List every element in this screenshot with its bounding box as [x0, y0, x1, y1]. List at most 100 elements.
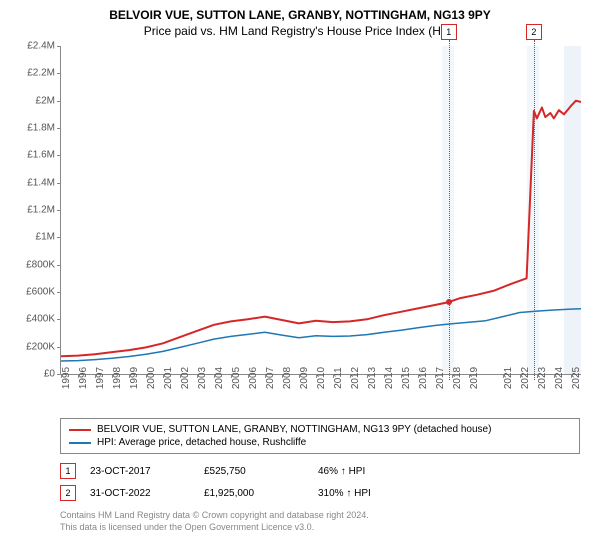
x-tick: [248, 374, 249, 378]
series-line-hpi: [61, 309, 581, 361]
x-tick: [163, 374, 164, 378]
x-tick: [435, 374, 436, 378]
y-tick: [57, 237, 61, 238]
transaction-date: 31-OCT-2022: [90, 488, 190, 499]
x-axis-label: 2015: [401, 367, 412, 389]
x-tick: [350, 374, 351, 378]
x-tick: [95, 374, 96, 378]
x-axis-label: 2010: [316, 367, 327, 389]
event-marker: 1: [441, 24, 457, 40]
y-axis-label: £200K: [9, 341, 55, 352]
x-axis-label: 2003: [197, 367, 208, 389]
x-tick: [231, 374, 232, 378]
attribution-line: Contains HM Land Registry data © Crown c…: [60, 510, 580, 522]
y-tick: [57, 101, 61, 102]
x-tick: [401, 374, 402, 378]
transaction-pct: 46% ↑ HPI: [318, 466, 418, 477]
x-axis-label: 2012: [350, 367, 361, 389]
chart-title-line1: BELVOIR VUE, SUTTON LANE, GRANBY, NOTTIN…: [0, 0, 600, 22]
legend-item: HPI: Average price, detached house, Rush…: [69, 436, 571, 449]
transactions-table: 1 23-OCT-2017 £525,750 46% ↑ HPI 2 31-OC…: [60, 460, 580, 504]
x-axis-label: 2001: [163, 367, 174, 389]
x-axis-label: 2004: [214, 367, 225, 389]
x-tick: [316, 374, 317, 378]
y-axis-label: £0: [9, 369, 55, 380]
legend-box: BELVOIR VUE, SUTTON LANE, GRANBY, NOTTIN…: [60, 418, 580, 454]
x-tick: [129, 374, 130, 378]
x-axis-label: 2022: [520, 367, 531, 389]
data-point: [446, 299, 452, 305]
x-axis-label: 2025: [571, 367, 582, 389]
x-tick: [554, 374, 555, 378]
attribution-line: This data is licensed under the Open Gov…: [60, 522, 580, 534]
y-axis-label: £1M: [9, 232, 55, 243]
y-axis-label: £800K: [9, 259, 55, 270]
plot-area: £0£200K£400K£600K£800K£1M£1.2M£1.4M£1.6M…: [60, 46, 581, 375]
x-axis-label: 2013: [367, 367, 378, 389]
y-tick: [57, 73, 61, 74]
line-canvas: [61, 46, 581, 374]
x-axis-label: 2018: [452, 367, 463, 389]
attribution: Contains HM Land Registry data © Crown c…: [60, 510, 580, 533]
x-tick: [61, 374, 62, 378]
x-axis-label: 2024: [554, 367, 565, 389]
y-axis-label: £400K: [9, 314, 55, 325]
y-tick: [57, 347, 61, 348]
chart-container: BELVOIR VUE, SUTTON LANE, GRANBY, NOTTIN…: [0, 0, 600, 560]
legend-swatch: [69, 442, 91, 444]
x-axis-label: 2017: [435, 367, 446, 389]
x-axis-label: 2021: [503, 367, 514, 389]
chart-title-line2: Price paid vs. HM Land Registry's House …: [0, 22, 600, 38]
y-axis-label: £1.8M: [9, 123, 55, 134]
x-axis-label: 1999: [129, 367, 140, 389]
x-axis-label: 2005: [231, 367, 242, 389]
y-axis-label: £1.6M: [9, 150, 55, 161]
x-tick: [520, 374, 521, 378]
x-tick: [503, 374, 504, 378]
x-axis-label: 2006: [248, 367, 259, 389]
legend-label: HPI: Average price, detached house, Rush…: [97, 437, 306, 448]
legend-item: BELVOIR VUE, SUTTON LANE, GRANBY, NOTTIN…: [69, 423, 571, 436]
x-tick: [469, 374, 470, 378]
x-axis-label: 2000: [146, 367, 157, 389]
x-tick: [197, 374, 198, 378]
transaction-price: £1,925,000: [204, 488, 304, 499]
y-axis-label: £2M: [9, 95, 55, 106]
transaction-pct: 310% ↑ HPI: [318, 488, 418, 499]
y-tick: [57, 319, 61, 320]
x-axis-label: 2023: [537, 367, 548, 389]
x-tick: [333, 374, 334, 378]
x-axis-label: 1996: [78, 367, 89, 389]
x-tick: [180, 374, 181, 378]
x-axis-label: 2009: [299, 367, 310, 389]
table-row: 1 23-OCT-2017 £525,750 46% ↑ HPI: [60, 460, 580, 482]
x-tick: [418, 374, 419, 378]
x-axis-label: 1998: [112, 367, 123, 389]
x-tick: [367, 374, 368, 378]
y-axis-label: £2.4M: [9, 41, 55, 52]
x-tick: [384, 374, 385, 378]
x-tick: [299, 374, 300, 378]
x-axis-label: 2011: [333, 367, 344, 389]
y-axis-label: £600K: [9, 287, 55, 298]
y-tick: [57, 265, 61, 266]
y-tick: [57, 210, 61, 211]
y-tick: [57, 155, 61, 156]
x-tick: [537, 374, 538, 378]
transaction-badge: 1: [60, 463, 76, 479]
x-axis-label: 2019: [469, 367, 480, 389]
event-vline: [449, 40, 450, 380]
x-tick: [282, 374, 283, 378]
x-axis-label: 2014: [384, 367, 395, 389]
transaction-badge: 2: [60, 485, 76, 501]
y-tick: [57, 183, 61, 184]
x-tick: [452, 374, 453, 378]
y-axis-label: £2.2M: [9, 68, 55, 79]
y-axis-label: £1.4M: [9, 177, 55, 188]
event-marker: 2: [526, 24, 542, 40]
y-axis-label: £1.2M: [9, 205, 55, 216]
x-tick: [112, 374, 113, 378]
legend-swatch: [69, 429, 91, 431]
x-axis-label: 2016: [418, 367, 429, 389]
x-tick: [571, 374, 572, 378]
